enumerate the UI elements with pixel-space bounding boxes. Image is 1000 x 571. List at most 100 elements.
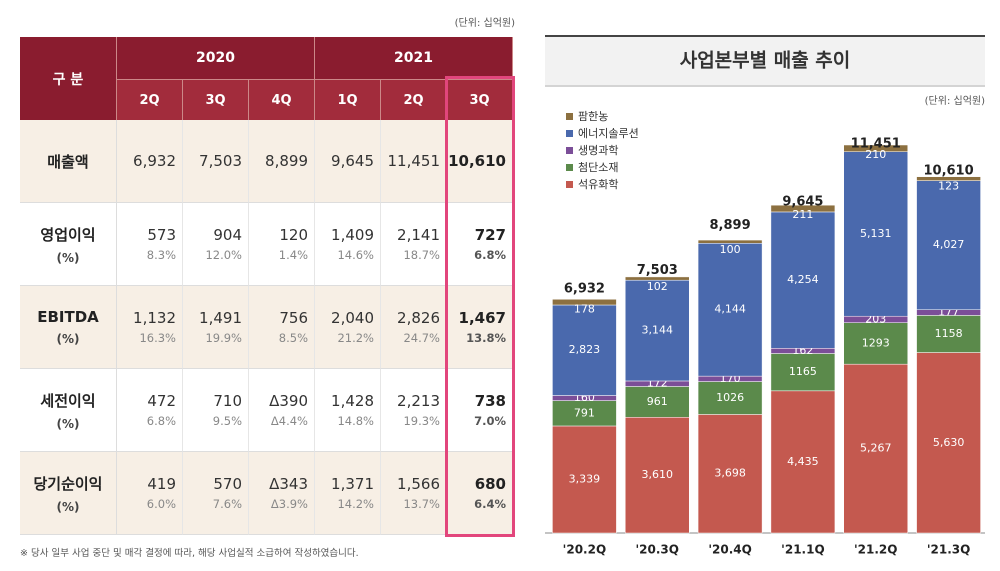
x-tick-label: '21.2Q — [854, 543, 897, 557]
table-cell: 120 1.4% — [249, 203, 315, 286]
bar-segment — [697, 243, 763, 377]
bar-segment — [552, 304, 617, 396]
cell-value: 419 — [147, 475, 176, 493]
x-tick-label: '20.3Q — [636, 543, 679, 557]
data-label: 178 — [574, 302, 595, 315]
cell-ratio: 1.4% — [278, 248, 308, 262]
data-label: 1158 — [935, 327, 963, 340]
bar-segment — [770, 204, 836, 213]
cell-ratio: 7.0% — [474, 414, 506, 428]
cell-ratio: 6.8% — [146, 414, 176, 428]
quarter-header: 4Q — [249, 80, 315, 120]
cell-value: 680 — [474, 475, 506, 493]
year-header: 2020 — [117, 37, 315, 80]
cell-ratio: 19.3% — [403, 414, 440, 428]
total-label: 6,932 — [564, 281, 605, 296]
data-label: 5,630 — [933, 436, 965, 449]
row-sub-label: (%) — [56, 332, 80, 346]
table-cell: 6,932 — [117, 120, 183, 203]
data-label: 100 — [720, 243, 741, 256]
table-cell: 680 6.4% — [447, 452, 513, 535]
x-tick-label: '21.1Q — [781, 543, 824, 557]
table-cell: 2,826 24.7% — [381, 286, 447, 369]
cell-ratio: 12.0% — [205, 248, 242, 262]
cell-ratio: Δ4.4% — [270, 414, 308, 428]
table-cell: 472 6.8% — [117, 369, 183, 452]
quarter-header: 1Q — [315, 80, 381, 120]
row-label-text: 영업이익 — [40, 225, 96, 244]
cell-value: 11,451 — [387, 152, 441, 170]
bar-segment — [625, 417, 690, 534]
cell-value: 727 — [474, 226, 506, 244]
data-label: 102 — [647, 280, 668, 293]
bar-segment — [770, 353, 836, 392]
cell-ratio: 13.8% — [466, 331, 506, 345]
chart-title: 사업본부별 매출 추이 — [680, 50, 851, 72]
legend-label: 석유화학 — [578, 178, 618, 191]
table-cell: 727 6.8% — [447, 203, 513, 286]
table-unit: (단위: 십억원) — [454, 18, 515, 29]
bar-segment — [843, 144, 908, 152]
total-label: 9,645 — [782, 194, 823, 209]
bar-segment — [697, 239, 763, 244]
total-label: 8,899 — [710, 218, 751, 233]
bar-segment — [843, 363, 908, 534]
bar-segment — [697, 381, 763, 415]
row-label: 당기순이익 (%) — [20, 452, 117, 535]
cell-ratio: 6.0% — [146, 497, 176, 511]
cell-value: Δ390 — [269, 392, 308, 410]
table-cell: 904 12.0% — [183, 203, 249, 286]
cell-value: 738 — [474, 392, 506, 410]
cell-ratio: 13.7% — [403, 497, 440, 511]
bar-segment — [916, 352, 981, 534]
table-cell: 738 7.0% — [447, 369, 513, 452]
bar-segment — [843, 151, 908, 317]
cell-value: 6,932 — [133, 152, 176, 170]
legend-swatch — [566, 113, 573, 120]
bar-segment — [552, 425, 617, 534]
data-label: 4,254 — [787, 273, 819, 286]
legend-label: 팜한농 — [578, 110, 608, 123]
table-cell: 1,132 16.3% — [117, 286, 183, 369]
data-label: 4,144 — [714, 303, 746, 316]
cell-ratio: 16.3% — [139, 331, 176, 345]
cell-value: 1,428 — [331, 392, 374, 410]
data-label: 3,339 — [569, 472, 601, 485]
legend-label: 첨단소재 — [578, 161, 618, 174]
table-cell: 2,040 21.2% — [315, 286, 381, 369]
cell-value: 756 — [279, 309, 308, 327]
data-label: 4,435 — [787, 455, 819, 468]
cell-value: 1,132 — [133, 309, 176, 327]
cell-ratio: 7.6% — [212, 497, 242, 511]
row-label-text: 당기순이익 — [33, 474, 103, 493]
data-label: 1165 — [789, 365, 817, 378]
bar-segment — [697, 414, 763, 534]
data-label: 2,823 — [569, 343, 601, 356]
table-cell: 710 9.5% — [183, 369, 249, 452]
cell-value: 1,409 — [331, 226, 374, 244]
quarter-header: 2Q — [117, 80, 183, 120]
table-cell: 1,428 14.8% — [315, 369, 381, 452]
data-label: 1293 — [862, 336, 890, 349]
table-cell: 570 7.6% — [183, 452, 249, 535]
table-cell: 7,503 — [183, 120, 249, 203]
cell-ratio: 14.8% — [337, 414, 374, 428]
total-label: 11,451 — [851, 136, 901, 151]
row-label: EBITDA (%) — [20, 286, 117, 369]
cell-value: 2,141 — [397, 226, 440, 244]
table-cell: 2,141 18.7% — [381, 203, 447, 286]
legend-swatch — [566, 181, 573, 188]
bar-segment — [625, 279, 690, 382]
table-cell: 10,610 — [447, 120, 513, 203]
table-cell: 1,566 13.7% — [381, 452, 447, 535]
cell-value: 710 — [213, 392, 242, 410]
cell-value: 1,491 — [199, 309, 242, 327]
data-label: 123 — [938, 180, 959, 193]
row-label-text: 매출액 — [47, 152, 89, 171]
cell-ratio: 8.3% — [146, 248, 176, 262]
row-sub-label: (%) — [56, 499, 80, 514]
cell-ratio: 18.7% — [403, 248, 440, 262]
legend-swatch — [566, 147, 573, 154]
table-cell: 1,371 14.2% — [315, 452, 381, 535]
row-label: 세전이익 (%) — [20, 369, 117, 452]
